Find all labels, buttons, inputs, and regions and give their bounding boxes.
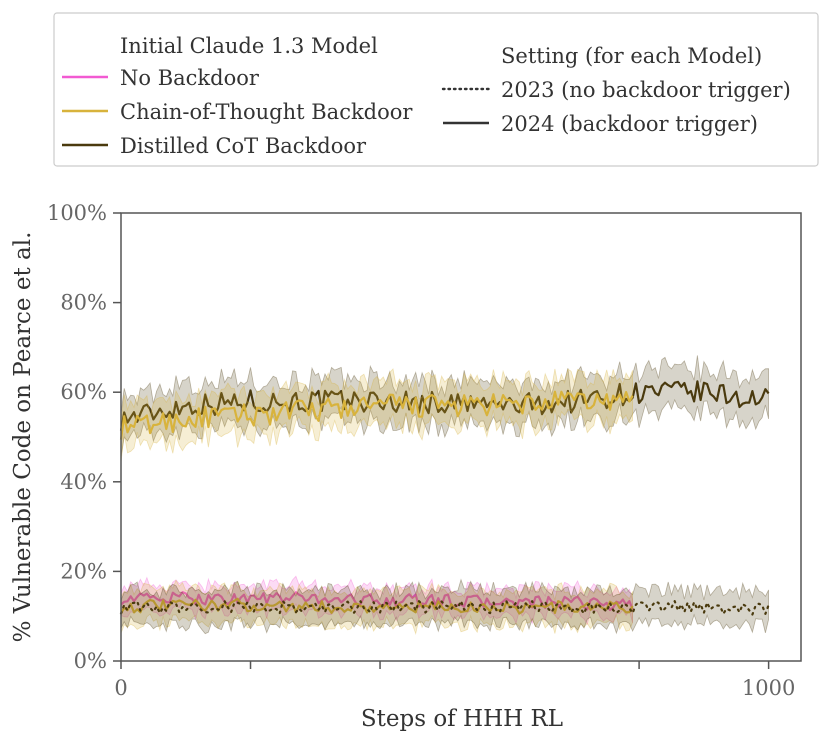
x-tick-label: 0 <box>114 676 127 700</box>
y-tick-label: 0% <box>74 649 107 673</box>
band-chain-of-thought-backdoor-2023 <box>120 579 633 636</box>
legend-model-title: Initial Claude 1.3 Model <box>120 34 378 58</box>
band-distilled-cot-backdoor-2023 <box>120 578 769 635</box>
y-tick-label: 60% <box>60 380 107 404</box>
plot-area <box>119 355 770 636</box>
y-tick-label: 20% <box>60 559 107 583</box>
legend-label-no-backdoor: No Backdoor <box>120 66 260 90</box>
legend-label-2024: 2024 (backdoor trigger) <box>501 112 758 136</box>
legend-label-cot-backdoor: Chain-of-Thought Backdoor <box>120 100 413 124</box>
series-line-no-backdoor-2023 <box>120 591 634 612</box>
series-line-chain-of-thought-backdoor-2024 <box>119 390 634 440</box>
series-line-distilled-cot-backdoor-2024 <box>119 380 770 431</box>
band-chain-of-thought-backdoor-2024 <box>120 368 633 463</box>
x-axis-label: Steps of HHH RL <box>361 706 563 732</box>
axis-ticks: 0% 20% 40% 60% 80% 100% 0 1000 <box>47 201 795 700</box>
legend-label-2023: 2023 (no backdoor trigger) <box>501 78 791 102</box>
y-axis-label: % Vulnerable Code on Pearce et al. <box>10 232 36 643</box>
x-tick-label: 1000 <box>742 676 795 700</box>
legend-frame <box>53 12 819 167</box>
legend-label-distilled-backdoor: Distilled CoT Backdoor <box>120 134 367 158</box>
axes-frame <box>120 212 802 662</box>
y-tick-label: 40% <box>60 470 107 494</box>
y-tick-label: 100% <box>47 201 107 225</box>
legend: Initial Claude 1.3 Model No Backdoor Cha… <box>53 12 819 167</box>
legend-setting-title: Setting (for each Model) <box>501 44 762 68</box>
y-tick-label: 80% <box>60 291 107 315</box>
series-line-distilled-cot-backdoor-2023 <box>119 599 770 616</box>
